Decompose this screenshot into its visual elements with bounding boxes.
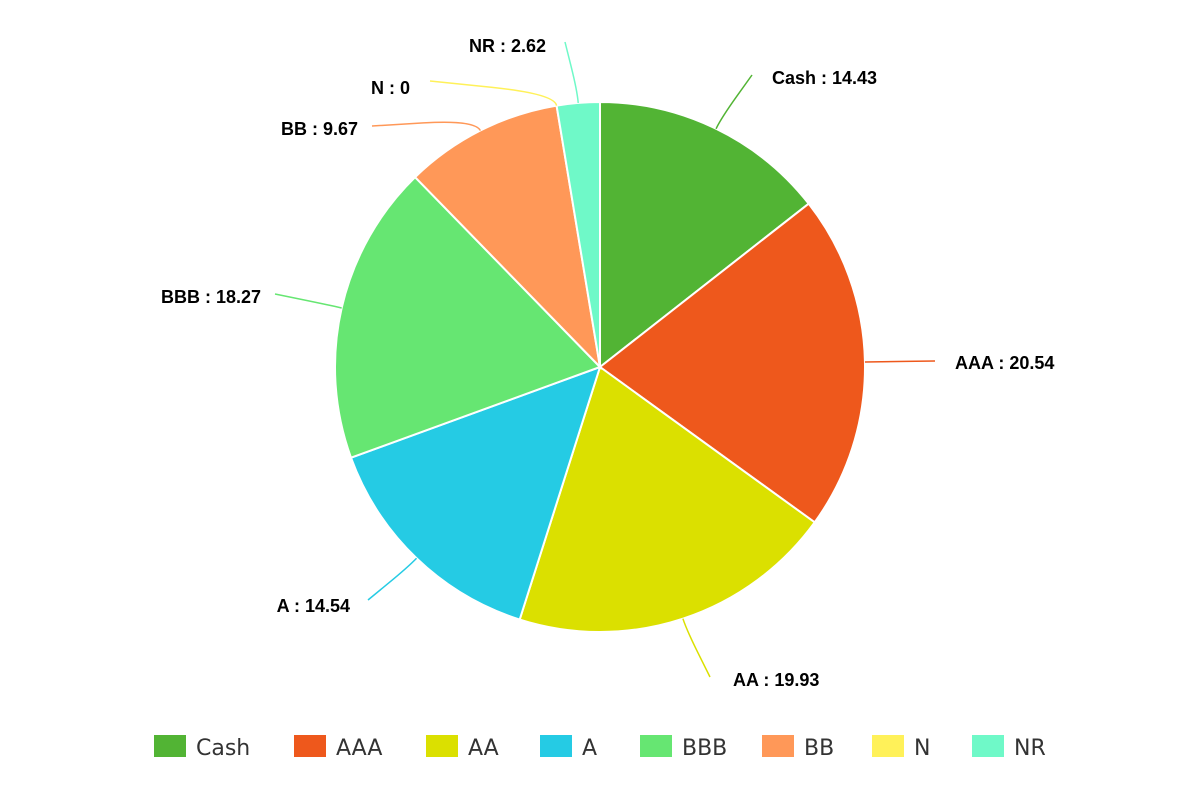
legend-swatch-cash [154,735,186,757]
legend-label-bbb: BBB [682,736,727,761]
legend-swatch-n [872,735,904,757]
data-label-nr: NR : 2.62 [469,36,546,56]
leader-line-aaa [864,360,936,363]
legend-item-aa[interactable]: AA [426,735,499,761]
leader-line-bbb [274,293,342,309]
data-label-n: N : 0 [371,78,410,98]
legend-item-nr[interactable]: NR [972,735,1046,761]
legend-item-bbb[interactable]: BBB [640,735,727,761]
data-label-aaa: AAA : 20.54 [955,353,1054,373]
data-label-aa: AA : 19.93 [733,670,819,690]
leader-lines [274,41,936,678]
data-label-bb: BB : 9.67 [281,119,358,139]
legend-swatch-a [540,735,572,757]
legend-item-n[interactable]: N [872,735,930,761]
leader-line-bb [371,121,482,132]
leader-line-nr [564,41,579,103]
legend-swatch-bbb [640,735,672,757]
legend-label-cash: Cash [196,736,250,761]
leader-line-n [429,80,558,106]
data-label-bbb: BBB : 18.27 [161,287,261,307]
pie-slices [334,100,866,633]
leader-line-cash [715,74,753,130]
pie-slice-bb [413,104,602,370]
legend-label-n: N [914,736,930,761]
legend-label-aaa: AAA [336,736,382,761]
pie-slice-nr [555,100,601,368]
data-label-cash: Cash : 14.43 [772,68,877,88]
legend-item-a[interactable]: A [540,735,597,761]
legend-item-aaa[interactable]: AAA [294,735,382,761]
legend-item-bb[interactable]: BB [762,735,834,761]
leader-line-aa [682,618,711,678]
legend-swatch-nr [972,735,1004,757]
pie-slice-bbb [334,175,602,459]
data-labels: Cash : 14.43 AAA : 20.54 AA : 19.93 A : 14.… [161,36,1054,690]
legend-label-aa: AA [468,736,499,761]
data-label-a: A : 14.54 [277,596,350,616]
legend-swatch-aaa [294,735,326,757]
pie-slice-aa [518,365,817,633]
legend-label-bb: BB [804,736,834,761]
legend-item-cash[interactable]: Cash [154,735,250,761]
legend-swatch-aa [426,735,458,757]
leader-line-a [367,557,418,601]
legend-label-nr: NR [1014,736,1046,761]
legend: Cash AAA AA A BBB BB N NR [154,735,1046,761]
legend-swatch-bb [762,735,794,757]
legend-label-a: A [582,736,597,761]
